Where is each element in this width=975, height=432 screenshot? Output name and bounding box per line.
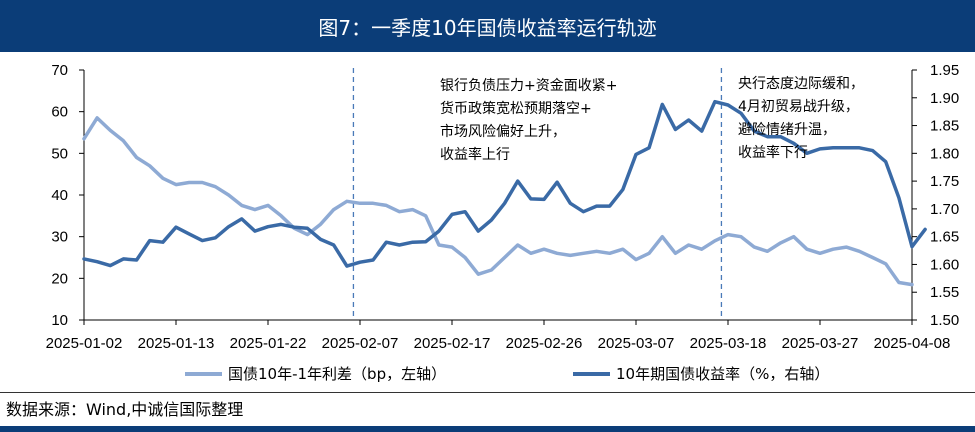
yield-series-line [82,99,927,268]
chart-title-bar: 图7：一季度10年国债收益率运行轨迹 [0,0,975,52]
legend-label-spread: 国债10年-1年利差（bp，左轴） [228,365,446,383]
right-tick-label: 1.50 [930,312,959,329]
annotation-text: 4月初贸易战升级， [738,98,859,115]
left-tick-label: 50 [51,145,68,162]
right-tick-label: 1.60 [930,256,959,273]
divider [0,392,975,393]
annotation-text: 收益率下行 [738,144,808,161]
x-tick-label: 2025-01-02 [46,335,123,352]
left-tick-label: 30 [51,229,68,246]
annotation-text: 收益率上行 [440,146,510,163]
right-tick-label: 1.70 [930,201,959,218]
left-tick-label: 20 [51,270,68,287]
legend-label-yield: 10年期国债收益率（%，右轴） [616,365,829,383]
right-tick-label: 1.80 [930,145,959,162]
annotation-text: 货币政策宽松预期落空+ [440,100,592,117]
chart-area: 10 20 30 40 50 60 70 1.50 1.55 1.60 1.65 1.70 1.75 1.… [46,62,960,383]
x-tick-label: 2025-02-07 [322,335,399,352]
chart-title: 图7：一季度10年国债收益率运行轨迹 [318,15,657,40]
x-tick-label: 2025-03-18 [690,335,767,352]
x-tick-label: 2025-02-17 [414,335,491,352]
annotation-text: 市场风险偏好上升， [440,123,566,140]
annotation-text: 央行态度边际缓和， [738,76,864,92]
footer-bar [0,426,975,432]
source-note: 数据来源：Wind,中诚信国际整理 [6,400,244,419]
x-tick-label: 2025-02-26 [506,335,583,352]
right-tick-label: 1.90 [930,90,959,107]
right-tick-label: 1.65 [930,229,959,246]
right-tick-label: 1.85 [930,118,959,135]
right-tick-label: 1.95 [930,62,959,79]
right-tick-label: 1.55 [930,284,959,301]
left-tick-label: 60 [51,104,68,121]
left-tick-label: 10 [51,312,68,329]
annotation-text: 银行负债压力+资金面收紧+ [440,78,617,94]
annotation-text: 避险情绪升温， [738,122,836,138]
x-tick-label: 2025-01-22 [230,335,307,352]
right-tick-label: 1.75 [930,173,959,190]
spread-series-line [82,116,914,287]
x-tick-label: 2025-04-08 [874,335,951,352]
x-tick-label: 2025-01-13 [138,335,215,352]
x-tick-label: 2025-03-27 [782,335,859,352]
x-tick-label: 2025-03-07 [598,335,675,352]
left-tick-label: 40 [51,187,68,204]
left-tick-label: 70 [51,62,68,79]
